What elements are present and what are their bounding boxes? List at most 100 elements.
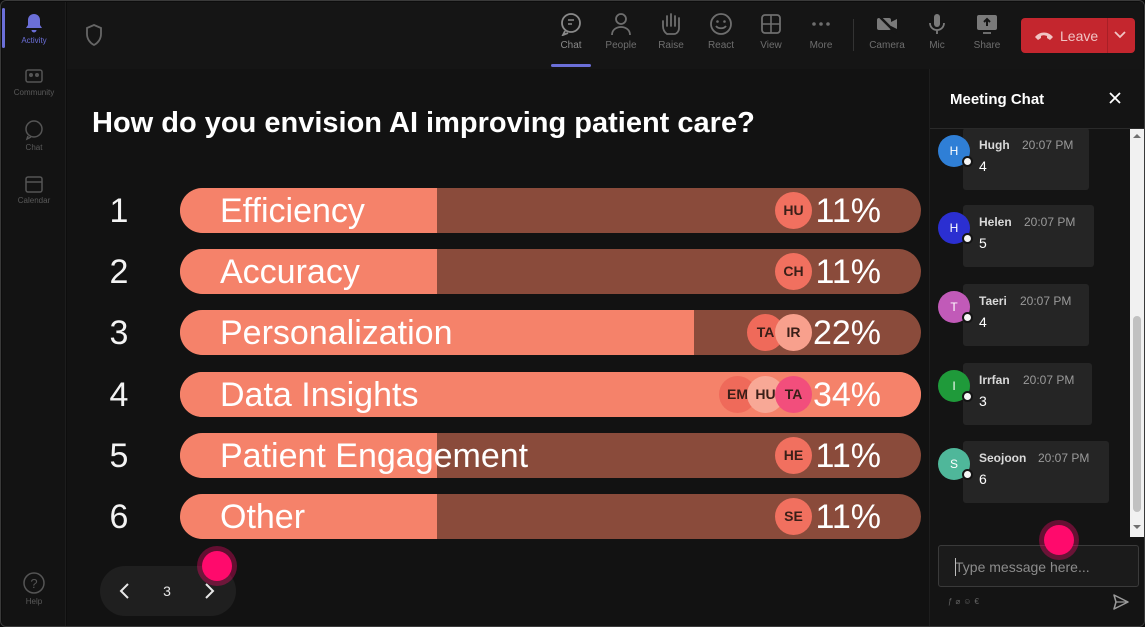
voter-avatar: SE — [775, 498, 812, 535]
chevron-down-icon[interactable] — [1113, 30, 1127, 40]
presence-status-dot — [962, 312, 973, 323]
scroll-up-icon[interactable] — [1133, 132, 1141, 140]
rail-active-indicator — [2, 8, 5, 48]
message-text: 4 — [979, 314, 987, 330]
format-icon[interactable]: ƒ — [948, 597, 956, 606]
camera-off-icon — [877, 14, 897, 34]
attach-icon[interactable]: ⌀ — [955, 597, 964, 606]
hang-up-icon — [1035, 32, 1053, 40]
option-percent: 11% — [815, 498, 881, 536]
leave-label: Leave — [1060, 28, 1099, 44]
option-label: Efficiency — [220, 192, 365, 230]
toolbar-raise-button[interactable]: Raise — [646, 12, 696, 51]
message-author: Hugh — [979, 138, 1010, 152]
option-number: 3 — [109, 314, 129, 352]
message-author: Helen — [979, 215, 1012, 229]
option-result-fill — [180, 494, 437, 539]
option-label: Personalization — [220, 314, 453, 352]
send-icon[interactable] — [1112, 593, 1130, 611]
pointer-indicator — [202, 551, 232, 581]
message-author: Irrfan — [979, 373, 1010, 387]
toolbar-camera-button[interactable]: Camera — [862, 12, 912, 51]
rail-item-chat[interactable]: Chat — [2, 119, 66, 152]
text-caret — [955, 558, 956, 576]
toolbar-react-button[interactable]: React — [696, 12, 746, 51]
presence-status-dot — [962, 233, 973, 244]
voter-avatar: IR — [775, 314, 812, 351]
left-rail: Activity Community Chat Calendar ? Help — [2, 2, 66, 626]
leave-button[interactable]: Leave — [1021, 18, 1135, 53]
option-number: 6 — [109, 498, 129, 536]
chat-scrollbar[interactable] — [1130, 129, 1144, 537]
toolbar-label: Raise — [658, 40, 684, 51]
chat-bubble-icon — [561, 13, 581, 36]
rail-item-activity[interactable]: Activity — [2, 12, 66, 45]
chevron-left-icon[interactable] — [118, 582, 132, 600]
option-result-fill — [180, 433, 437, 478]
community-icon — [25, 69, 43, 83]
toolbar-chat-button[interactable]: Chat — [546, 12, 596, 51]
raise-hand-icon — [662, 13, 680, 35]
shield-icon[interactable] — [85, 24, 103, 46]
rail-item-help[interactable]: ? Help — [2, 571, 66, 606]
toolbar-label: People — [605, 40, 637, 51]
toolbar-people-button[interactable]: People — [596, 12, 646, 51]
toolbar-share-button[interactable]: Share — [962, 12, 1012, 51]
message-time: 20:07 PM — [1020, 294, 1072, 308]
message-text: 6 — [979, 471, 987, 487]
voter-avatar: TA — [775, 376, 812, 413]
toolbar-divider — [853, 19, 854, 51]
chat-message: Hugh 20:07 PM 4 — [963, 129, 1089, 190]
poll-results-area: How do you envision AI improving patient… — [67, 69, 929, 626]
option-percent: 11% — [815, 253, 881, 291]
toolbar-label: More — [809, 40, 833, 51]
message-text: 5 — [979, 235, 987, 251]
poll-question: How do you envision AI improving patient… — [92, 107, 755, 139]
scroll-down-icon[interactable] — [1133, 523, 1141, 531]
toolbar-label: Chat — [560, 40, 582, 51]
voter-avatar: HU — [775, 192, 812, 229]
scrollbar-thumb[interactable] — [1133, 316, 1141, 512]
rail-item-calendar[interactable]: Calendar — [2, 174, 66, 205]
rail-item-label: Community — [13, 88, 55, 97]
gif-icon[interactable]: € — [974, 597, 982, 606]
poll-option-row: 2 Accuracy CH 11% — [67, 249, 929, 294]
rail-item-community[interactable]: Community — [2, 66, 66, 97]
rail-item-label: Calendar — [17, 196, 51, 205]
chat-title: Meeting Chat — [950, 91, 1045, 108]
toolbar-mic-button[interactable]: Mic — [912, 12, 962, 51]
option-result-fill — [180, 249, 437, 294]
toolbar-label: View — [760, 40, 782, 51]
rail-item-label: Activity — [21, 36, 47, 45]
close-icon[interactable] — [1108, 91, 1122, 105]
emoji-icon[interactable]: ☺ — [963, 597, 975, 606]
chat-message-input[interactable]: Type message here... — [938, 545, 1139, 587]
svg-text:?: ? — [30, 576, 37, 591]
message-author: Taeri — [979, 294, 1007, 308]
message-time: 20:07 PM — [1022, 138, 1074, 152]
chat-icon — [25, 120, 43, 141]
toolbar-view-button[interactable]: View — [746, 12, 796, 51]
option-number: 5 — [109, 437, 129, 475]
calendar-icon — [25, 176, 43, 193]
option-number: 1 — [109, 192, 129, 230]
share-icon — [977, 15, 997, 34]
chevron-right-icon[interactable] — [202, 582, 216, 600]
voter-avatar: TA — [747, 314, 784, 351]
presence-status-dot — [962, 391, 973, 402]
meeting-toolbar: Chat People Raise React View More Camera — [67, 2, 1143, 69]
chat-message-list[interactable]: Hugh 20:07 PM 4 H Helen 20:07 PM 5 H Taeri 20:07 … — [930, 129, 1144, 537]
poll-option-row: 4 Data Insights EM HU TA 34% — [67, 372, 929, 417]
option-number: 2 — [109, 253, 129, 291]
option-percent: 11% — [815, 437, 881, 475]
toolbar-label: Share — [973, 40, 1001, 51]
toolbar-active-indicator — [551, 64, 591, 67]
option-label: Data Insights — [220, 376, 419, 414]
meeting-chat-panel: Meeting Chat Hugh 20:07 PM 4 H Helen 20:07 PM… — [929, 69, 1144, 626]
help-icon: ? — [23, 572, 45, 594]
toolbar-label: React — [707, 40, 735, 51]
chat-format-tools: ƒ⌀☺€ — [948, 597, 982, 606]
toolbar-label: Camera — [869, 40, 905, 51]
toolbar-more-button[interactable]: More — [796, 12, 846, 51]
